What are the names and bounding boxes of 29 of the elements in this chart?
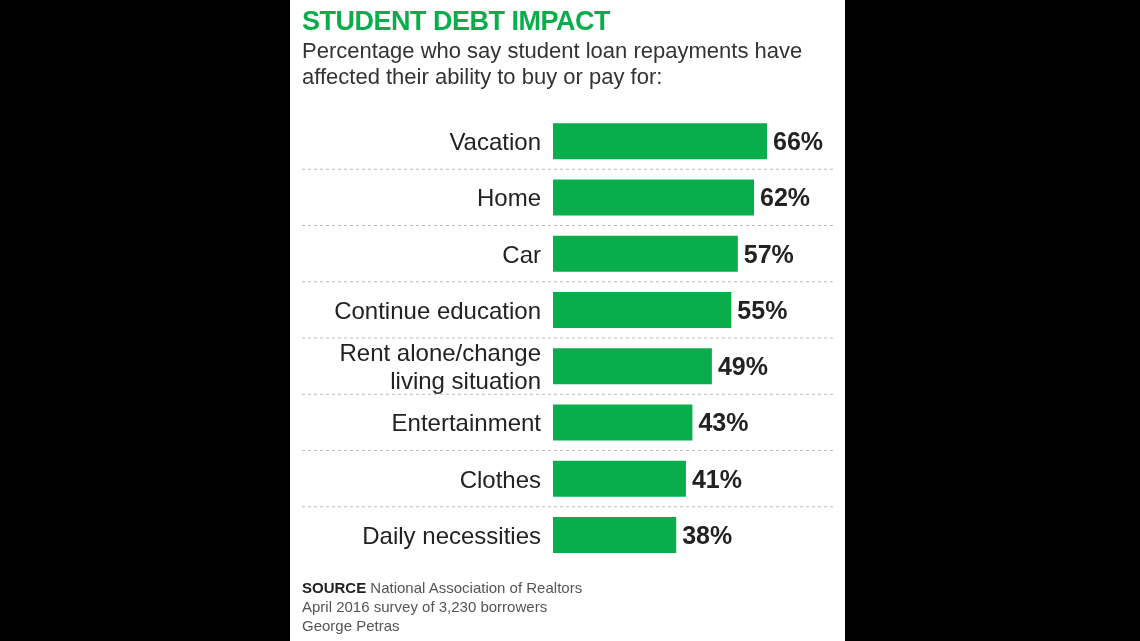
data-label: 57% <box>743 239 794 268</box>
bar <box>553 516 677 553</box>
text: April 2016 survey of 3,230 borrowers <box>302 597 549 616</box>
y-tick-label: Rent alone/change living situation <box>339 338 541 394</box>
data-label: 62% <box>760 183 811 212</box>
text: George Petras <box>302 616 401 635</box>
y-tick-label: Clothes <box>459 465 541 493</box>
data-label: 49% <box>717 352 768 380</box>
data-label: 43% <box>698 408 749 437</box>
bar <box>553 123 767 160</box>
data-label: 38% <box>682 520 733 549</box>
bar <box>553 348 712 385</box>
bar <box>553 404 693 441</box>
data-label: 55% <box>737 295 788 324</box>
y-tick-label: Car <box>502 240 542 268</box>
bar <box>553 179 755 216</box>
y-tick-label: Continue education <box>334 296 541 324</box>
bar <box>553 235 738 272</box>
chart-title: STUDENT DEBT IMPACT <box>302 6 610 37</box>
data-label: 41% <box>691 464 742 493</box>
source-note: SOURCE National Association of Realtors <box>302 578 583 597</box>
y-tick-label: Home <box>476 183 541 211</box>
bar <box>553 291 732 328</box>
bar <box>553 460 686 497</box>
y-tick-label: Vacation <box>449 127 541 155</box>
y-tick-label: Daily necessities <box>362 521 541 549</box>
y-tick-label: Entertainment <box>391 408 542 436</box>
chart-subtitle: Percentage who say student loan repayments have affected their ability to buy or pay for: <box>302 38 804 90</box>
data-label: 66% <box>773 127 824 155</box>
